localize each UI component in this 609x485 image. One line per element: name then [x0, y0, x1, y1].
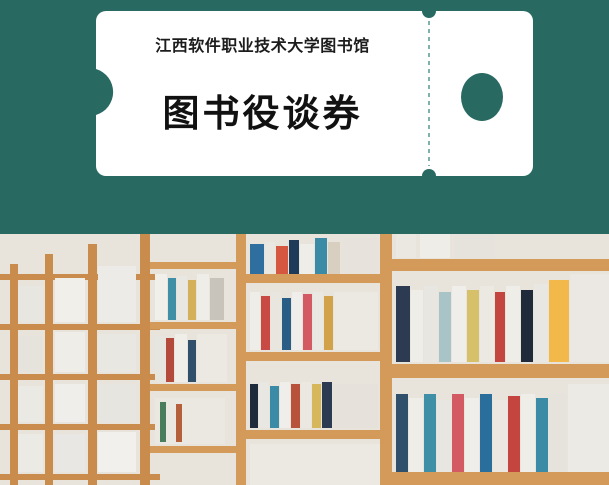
bookshelf-photo: [0, 234, 609, 485]
library-name: 江西软件职业技术大学图书馆: [155, 36, 370, 55]
ticket-card: 江西软件职业技术大学图书馆 图书役谈券: [96, 11, 533, 176]
stub-hole: [461, 73, 503, 121]
bookshelf-illustration: [0, 234, 609, 485]
ticket-title: 图书役谈券: [162, 91, 363, 135]
ticket-shape: [96, 11, 533, 176]
